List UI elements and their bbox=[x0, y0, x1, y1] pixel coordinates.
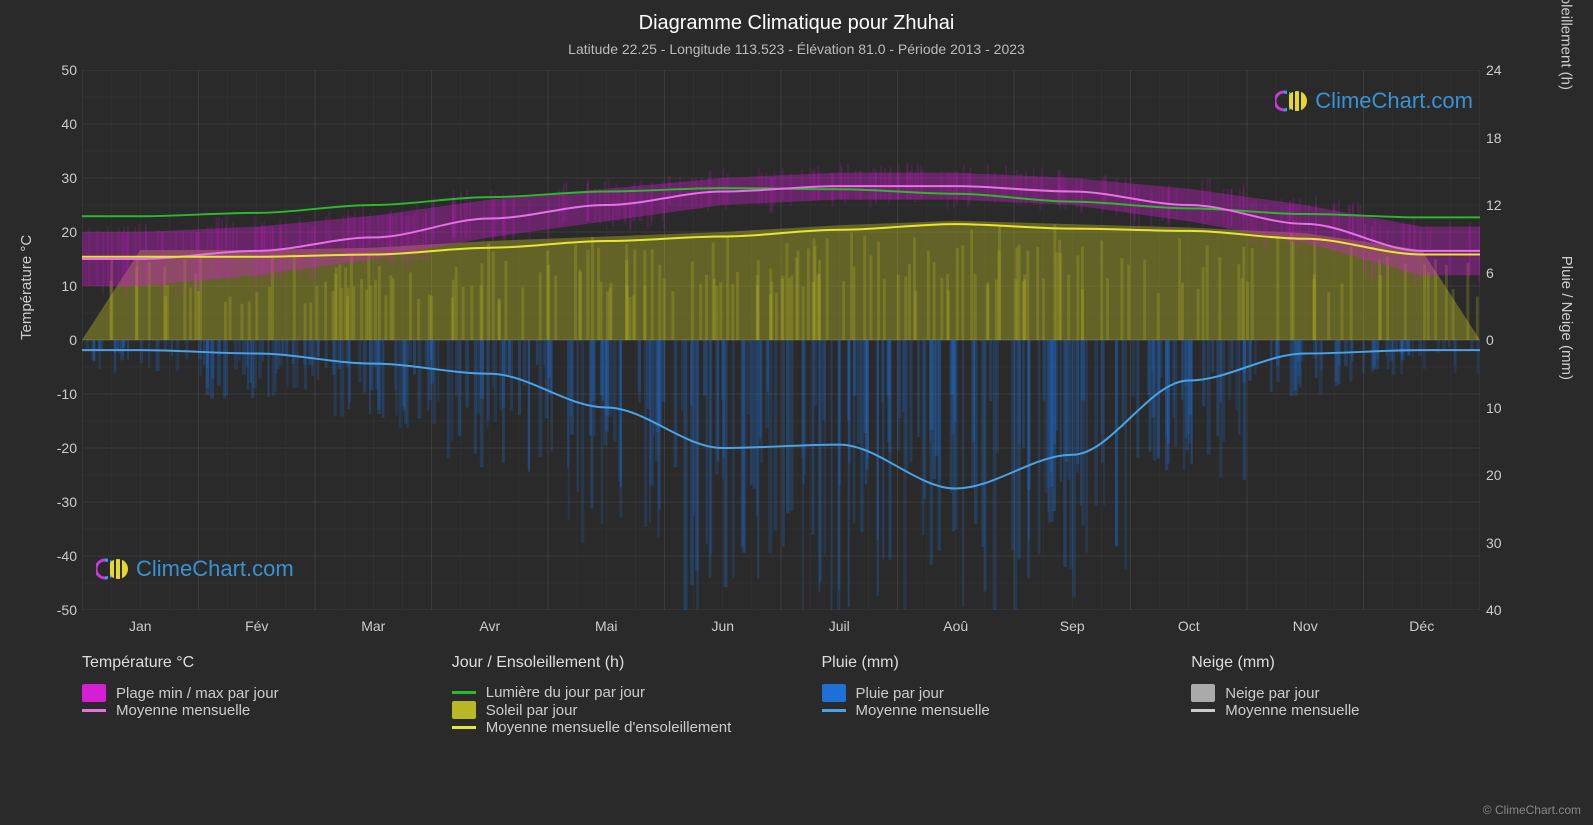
x-tick-month: Aoû bbox=[943, 618, 968, 634]
legend-swatch-icon bbox=[1191, 684, 1215, 702]
y-left-tick: -40 bbox=[37, 548, 77, 564]
legend-swatch-icon bbox=[82, 684, 106, 702]
x-tick-month: Mai bbox=[595, 618, 618, 634]
y-left-tick: -50 bbox=[37, 602, 77, 618]
copyright: © ClimeChart.com bbox=[1483, 803, 1581, 817]
legend-swatch-icon bbox=[452, 701, 476, 719]
legend-item-label: Moyenne mensuelle bbox=[1225, 702, 1359, 719]
y-left-tick: -10 bbox=[37, 386, 77, 402]
y-left-tick: -20 bbox=[37, 440, 77, 456]
legend-item: Plage min / max par jour bbox=[82, 684, 432, 702]
y-left-tick: 50 bbox=[37, 62, 77, 78]
x-tick-month: Fév bbox=[245, 618, 268, 634]
watermark-top: ClimeChart.com bbox=[1275, 88, 1473, 114]
x-tick-month: Juil bbox=[829, 618, 850, 634]
legend-item-label: Plage min / max par jour bbox=[116, 685, 279, 702]
x-tick-month: Sep bbox=[1060, 618, 1085, 634]
y-right-tick: 6 bbox=[1486, 265, 1494, 281]
y-left-tick: 20 bbox=[37, 224, 77, 240]
y-left-tick: -30 bbox=[37, 494, 77, 510]
y-right-tick: 20 bbox=[1486, 467, 1502, 483]
plot-area: JanFévMarAvrMaiJunJuilAoûSepOctNovDéc bbox=[82, 70, 1480, 610]
y-left-tick: 30 bbox=[37, 170, 77, 186]
logo-icon bbox=[1275, 89, 1309, 113]
legend-line-icon bbox=[452, 691, 476, 694]
x-tick-month: Jan bbox=[129, 618, 152, 634]
legend-item-label: Soleil par jour bbox=[486, 702, 578, 719]
chart-subtitle: Latitude 22.25 - Longitude 113.523 - Élé… bbox=[0, 35, 1593, 57]
legend-item-label: Moyenne mensuelle bbox=[856, 702, 990, 719]
x-tick-month: Déc bbox=[1409, 618, 1434, 634]
legend-item: Lumière du jour par jour bbox=[452, 684, 802, 701]
legend-header: Température °C bbox=[82, 654, 432, 672]
y-right-tick: 10 bbox=[1486, 400, 1502, 416]
y-right-tick: 0 bbox=[1486, 332, 1494, 348]
y-right-bottom-axis-label: Pluie / Neige (mm) bbox=[1558, 256, 1575, 380]
legend-item: Pluie par jour bbox=[822, 684, 1172, 702]
legend-item: Moyenne mensuelle d'ensoleillement bbox=[452, 719, 802, 736]
legend-col-temperature: Température °C Plage min / max par jourM… bbox=[82, 654, 432, 736]
legend-item: Soleil par jour bbox=[452, 701, 802, 719]
x-tick-month: Nov bbox=[1293, 618, 1318, 634]
y-right-top-axis-label: Jour / Ensoleillement (h) bbox=[1558, 0, 1575, 90]
y-right-tick: 18 bbox=[1486, 130, 1502, 146]
legend: Température °C Plage min / max par jourM… bbox=[82, 654, 1541, 736]
x-tick-month: Avr bbox=[479, 618, 500, 634]
legend-col-snow: Neige (mm) Neige par jourMoyenne mensuel… bbox=[1191, 654, 1541, 736]
legend-line-icon bbox=[82, 709, 106, 712]
legend-item-label: Moyenne mensuelle bbox=[116, 702, 250, 719]
y-right-tick: 24 bbox=[1486, 62, 1502, 78]
legend-line-icon bbox=[452, 726, 476, 729]
legend-item-label: Moyenne mensuelle d'ensoleillement bbox=[486, 719, 732, 736]
legend-line-icon bbox=[1191, 709, 1215, 712]
x-tick-month: Mar bbox=[361, 618, 385, 634]
y-right-tick: 40 bbox=[1486, 602, 1502, 618]
watermark-text: ClimeChart.com bbox=[1315, 88, 1473, 114]
legend-col-daylight: Jour / Ensoleillement (h) Lumière du jou… bbox=[452, 654, 802, 736]
y-left-tick: 10 bbox=[37, 278, 77, 294]
watermark-bottom: ClimeChart.com bbox=[96, 556, 294, 582]
legend-header: Pluie (mm) bbox=[822, 654, 1172, 672]
x-tick-month: Jun bbox=[711, 618, 734, 634]
legend-item: Moyenne mensuelle bbox=[822, 702, 1172, 719]
x-tick-month: Oct bbox=[1178, 618, 1200, 634]
legend-swatch-icon bbox=[822, 684, 846, 702]
y-right-tick: 12 bbox=[1486, 197, 1502, 213]
legend-header: Neige (mm) bbox=[1191, 654, 1541, 672]
y-left-tick: 40 bbox=[37, 116, 77, 132]
chart-title: Diagramme Climatique pour Zhuhai bbox=[0, 0, 1593, 35]
legend-item-label: Pluie par jour bbox=[856, 685, 944, 702]
legend-item-label: Lumière du jour par jour bbox=[486, 684, 645, 701]
watermark-text: ClimeChart.com bbox=[136, 556, 294, 582]
legend-item-label: Neige par jour bbox=[1225, 685, 1319, 702]
y-left-tick: 0 bbox=[37, 332, 77, 348]
y-left-axis-label: Température °C bbox=[18, 235, 35, 340]
chart-container: Diagramme Climatique pour Zhuhai Latitud… bbox=[0, 0, 1593, 825]
legend-item: Moyenne mensuelle bbox=[82, 702, 432, 719]
plot-svg bbox=[82, 70, 1480, 610]
legend-line-icon bbox=[822, 709, 846, 712]
legend-item: Neige par jour bbox=[1191, 684, 1541, 702]
y-right-tick: 30 bbox=[1486, 535, 1502, 551]
legend-item: Moyenne mensuelle bbox=[1191, 702, 1541, 719]
legend-header: Jour / Ensoleillement (h) bbox=[452, 654, 802, 672]
legend-col-rain: Pluie (mm) Pluie par jourMoyenne mensuel… bbox=[822, 654, 1172, 736]
logo-icon bbox=[96, 557, 130, 581]
